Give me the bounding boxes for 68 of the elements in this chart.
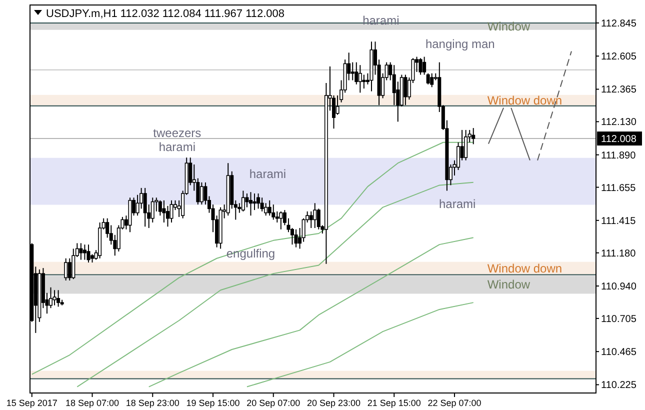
candlestick <box>260 197 264 212</box>
y-tick-label: 112.845 <box>601 18 637 30</box>
annotation: hanging man <box>425 36 495 51</box>
candlestick <box>350 62 354 81</box>
candlestick <box>464 129 468 161</box>
candlestick <box>309 210 313 228</box>
candlestick <box>248 192 252 216</box>
band-label: Window <box>487 19 530 34</box>
candlestick <box>241 190 245 212</box>
x-tick-label: 20 Sep 07:00 <box>246 398 300 408</box>
y-tick-label: 112.365 <box>601 84 637 96</box>
y-tick-label: 111.180 <box>601 248 636 260</box>
y-tick-label: 111.415 <box>601 216 636 227</box>
candlestick <box>404 74 408 106</box>
x-tick-label: 19 Sep 15:00 <box>186 398 240 408</box>
y-tick-label: 112.605 <box>601 52 637 63</box>
band-label: Window down <box>487 93 562 108</box>
candlestick <box>200 182 204 206</box>
candlestick <box>472 128 476 145</box>
candlestick <box>68 258 72 281</box>
candlestick <box>86 244 90 264</box>
candlestick <box>256 192 260 210</box>
candlestick <box>56 290 60 308</box>
candlestick <box>422 56 426 76</box>
candlestick <box>64 258 68 281</box>
y-tick-label: 111.890 <box>601 150 636 162</box>
y-tick-label: 110.940 <box>601 281 637 292</box>
candlestick <box>430 72 434 88</box>
line-series <box>246 302 474 388</box>
candlestick <box>268 200 272 216</box>
y-tick-label: 110.225 <box>601 380 637 392</box>
candlestick <box>252 192 256 211</box>
candlestick <box>143 187 147 228</box>
candlestick <box>82 244 86 260</box>
y-tick-label: 111.655 <box>601 182 636 194</box>
x-tick-label: 21 Sep 15:00 <box>367 398 421 408</box>
candlestick <box>162 200 166 223</box>
y-tick-label: 112.130 <box>601 117 637 128</box>
annotation: engulfing <box>226 246 276 260</box>
candlestick <box>279 210 283 230</box>
candlestick <box>79 242 83 260</box>
candlestick <box>313 202 317 228</box>
x-tick-label: 15 Sep 2017 <box>6 398 58 408</box>
candlestick <box>272 204 276 220</box>
annotation: harami <box>249 167 286 182</box>
candlestick <box>358 64 362 94</box>
candlestick <box>362 74 366 90</box>
annotation: harami <box>158 140 196 154</box>
x-tick-label: 22 Sep 07:00 <box>428 398 482 408</box>
candlestick <box>52 290 56 306</box>
y-tick-label: 110.705 <box>601 314 637 325</box>
x-tick-label: 18 Sep 23:00 <box>126 398 180 408</box>
band-label: Window down <box>487 261 562 276</box>
y-tick-label: 110.465 <box>601 347 637 358</box>
x-tick-label: 18 Sep 07:00 <box>65 398 120 408</box>
line-series <box>31 142 474 375</box>
ref-line-label: 112.008 <box>601 134 637 146</box>
band-label: Window <box>487 278 530 292</box>
line-series <box>76 182 474 388</box>
chart-title: USDJPY.m,H1 112.032 112.084 111.967 112.008 <box>46 8 285 20</box>
annotation: harami <box>438 197 476 212</box>
x-tick-label: 20 Sep 23:00 <box>306 398 361 408</box>
candlestick <box>426 72 430 85</box>
candlestick <box>170 200 174 223</box>
candlestick <box>294 228 298 248</box>
annotation: tweezers <box>153 126 202 140</box>
line-series <box>148 237 474 388</box>
candlestick <box>418 58 422 76</box>
